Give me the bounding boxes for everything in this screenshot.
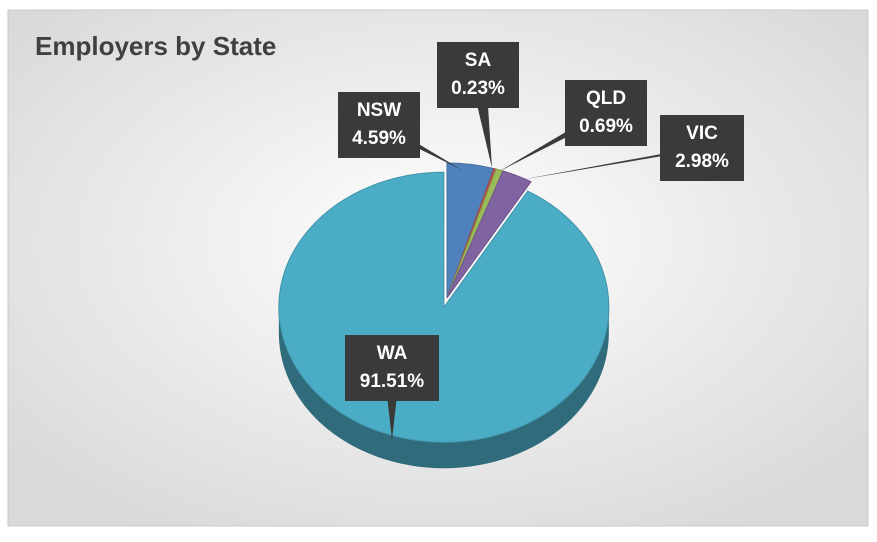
label-box [345,335,439,401]
label-category: SA [465,50,492,71]
pie-slice [446,170,532,299]
label-value: 0.69% [579,116,633,137]
data-label: QLD 0.69% [498,80,647,172]
data-label: NSW 4.59% [338,92,462,170]
label-category: QLD [586,88,626,109]
label-category: NSW [357,100,401,121]
data-label: SA 0.23% [437,42,519,168]
label-value: 4.59% [352,128,406,149]
chart-title: Employers by State [35,31,276,61]
data-label: WA 91.51% [345,335,439,440]
label-box [338,92,420,158]
label-category: WA [377,343,408,364]
pie-slice [278,171,610,443]
label-box [660,115,744,181]
pie-side [278,307,609,469]
label-value: 2.98% [675,151,729,172]
label-box [565,80,647,146]
label-value: 91.51% [360,371,425,392]
label-category: VIC [686,123,718,144]
label-box [437,42,519,108]
data-label: VIC 2.98% [520,115,744,181]
label-value: 0.23% [451,78,505,99]
